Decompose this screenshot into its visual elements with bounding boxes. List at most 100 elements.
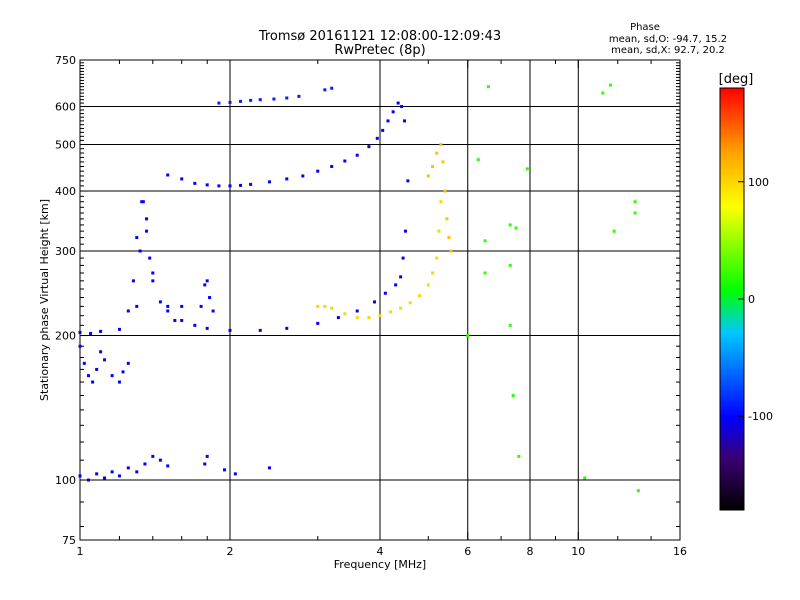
data-point [391, 110, 395, 114]
data-point [476, 158, 480, 162]
data-point [514, 226, 518, 230]
data-point [82, 361, 86, 365]
data-point [378, 314, 382, 318]
x-tick-label: 6 [464, 545, 471, 558]
data-point [343, 312, 347, 316]
data-point [117, 474, 121, 478]
data-point [110, 470, 114, 474]
colorbar-tick-label: 100 [748, 176, 769, 189]
chart-subtitle: RwPretec (8p) [334, 43, 425, 58]
data-point [508, 263, 512, 267]
data-point [126, 466, 130, 470]
data-point [135, 236, 139, 240]
data-point [233, 472, 237, 476]
data-point [373, 300, 377, 304]
data-point [323, 304, 327, 308]
data-point [403, 119, 407, 123]
data-point [417, 294, 421, 298]
data-point [145, 229, 149, 233]
data-point [486, 85, 490, 89]
x-tick-label: 2 [227, 545, 234, 558]
data-point [205, 279, 209, 283]
data-point [316, 304, 320, 308]
data-point [140, 200, 144, 204]
data-point [99, 350, 103, 354]
data-point [103, 358, 107, 362]
y-tick-label: 200 [55, 330, 76, 343]
data-point [228, 328, 232, 332]
y-tick-label: 500 [55, 139, 76, 152]
data-point [431, 164, 435, 168]
data-point [355, 309, 359, 313]
data-point [517, 454, 521, 458]
data-point [166, 173, 170, 177]
y-tick-label: 100 [55, 474, 76, 487]
data-point [400, 105, 404, 109]
data-point [267, 180, 271, 184]
data-point [483, 271, 487, 275]
data-point [466, 334, 470, 338]
colorbar-ticks: 100 0 -100 [738, 176, 773, 423]
data-point [249, 182, 253, 186]
data-point [396, 101, 400, 105]
data-point [223, 468, 227, 472]
y-tick-label: 300 [55, 245, 76, 258]
data-point [249, 98, 253, 102]
data-point [401, 256, 405, 260]
data-point [367, 316, 371, 320]
data-point [330, 306, 334, 310]
data-point [367, 145, 371, 149]
data-point [89, 331, 93, 335]
data-point [355, 153, 359, 157]
data-point [205, 326, 209, 330]
data-point [91, 380, 95, 384]
data-point [330, 164, 334, 168]
data-point [193, 181, 197, 185]
data-point [386, 119, 390, 123]
data-point [441, 160, 445, 164]
x-tick-label: 10 [571, 545, 585, 558]
x-tick-label: 16 [673, 545, 687, 558]
data-point [148, 256, 152, 260]
data-point [117, 380, 121, 384]
data-point [437, 229, 441, 233]
x-tick-label: 8 [527, 545, 534, 558]
data-point [285, 177, 289, 181]
data-point [203, 462, 207, 466]
data-point [297, 94, 301, 98]
data-point [316, 321, 320, 325]
data-point [203, 283, 207, 287]
data-point [525, 167, 529, 171]
data-point [121, 370, 125, 374]
data-point [439, 143, 443, 147]
data-point [336, 316, 340, 320]
data-point [95, 367, 99, 371]
data-point [636, 489, 640, 493]
data-point [135, 304, 139, 308]
data-point [511, 394, 515, 398]
data-point [633, 200, 637, 204]
data-point [426, 174, 430, 178]
y-axis-label: Stationary phase Virtual Height [km] [38, 199, 51, 401]
x-axis-label: Frequency [MHz] [334, 558, 426, 571]
data-point [267, 466, 271, 470]
data-point [151, 279, 155, 283]
data-point [239, 99, 243, 103]
data-point [608, 83, 612, 87]
data-point [399, 275, 403, 279]
data-point [435, 151, 439, 155]
data-point [228, 184, 232, 188]
data-point [443, 189, 447, 193]
data-point [193, 323, 197, 327]
data-point [158, 300, 162, 304]
data-point [78, 330, 82, 334]
data-point [166, 464, 170, 468]
data-point [343, 159, 347, 163]
phase-info-o: mean, sd,O: -94.7, 15.2 [609, 34, 727, 45]
axis-ticks: 1 2 4 6 8 10 16 75 100 200 300 400 500 600 750 [55, 54, 687, 558]
data-point [211, 309, 215, 313]
data-point [217, 101, 221, 105]
data-point [406, 179, 410, 183]
grid-lines [80, 60, 680, 540]
